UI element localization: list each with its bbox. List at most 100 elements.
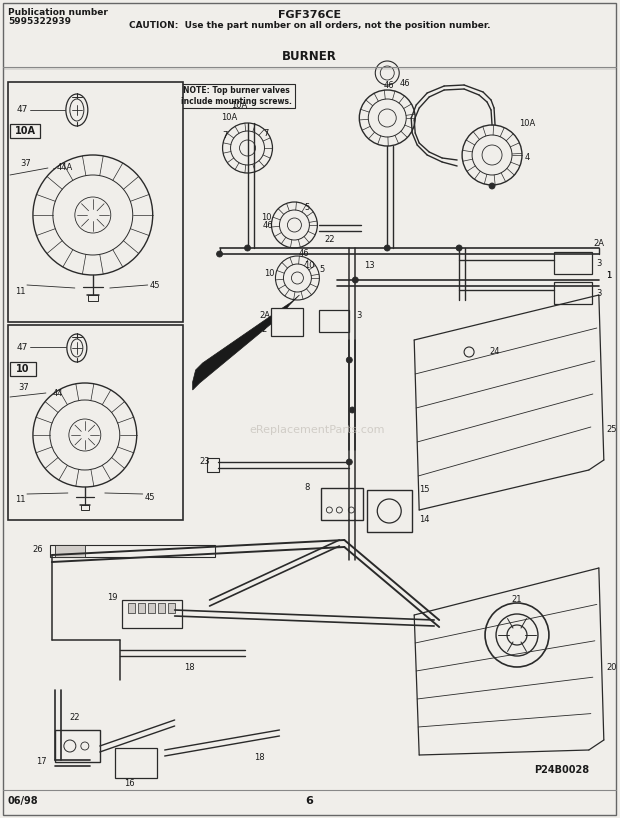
Bar: [50, 545, 215, 557]
Text: 2A: 2A: [259, 312, 270, 321]
Bar: [321, 488, 363, 520]
Text: P24B0028: P24B0028: [534, 765, 589, 775]
Circle shape: [64, 740, 76, 752]
Bar: [55, 545, 85, 557]
Circle shape: [482, 145, 502, 165]
Circle shape: [239, 140, 255, 156]
Circle shape: [50, 400, 120, 470]
Text: 26: 26: [32, 546, 43, 555]
Circle shape: [33, 383, 137, 487]
Text: 4: 4: [525, 152, 529, 161]
Circle shape: [244, 245, 250, 251]
Text: 45: 45: [144, 492, 155, 501]
Bar: [115, 748, 157, 778]
Circle shape: [360, 90, 415, 146]
Circle shape: [291, 272, 303, 284]
Bar: [554, 252, 592, 274]
Text: CAUTION:  Use the part number on all orders, not the position number.: CAUTION: Use the part number on all orde…: [128, 21, 490, 30]
Text: 5: 5: [305, 203, 310, 212]
Text: 24: 24: [489, 348, 500, 357]
Bar: [10, 124, 40, 138]
Text: 22: 22: [324, 236, 335, 245]
Circle shape: [223, 123, 272, 173]
Bar: [138, 603, 144, 613]
Text: 5995322939: 5995322939: [8, 17, 71, 26]
Circle shape: [347, 459, 352, 465]
Circle shape: [485, 603, 549, 667]
Text: BURNER: BURNER: [282, 50, 337, 63]
Circle shape: [280, 210, 309, 240]
Bar: [367, 490, 412, 532]
Ellipse shape: [66, 94, 88, 126]
Text: 37: 37: [18, 384, 29, 393]
Text: 19: 19: [107, 594, 118, 603]
Text: 44: 44: [53, 389, 63, 398]
Circle shape: [75, 197, 111, 233]
Text: 3: 3: [596, 258, 601, 267]
Circle shape: [472, 135, 512, 175]
Ellipse shape: [71, 339, 83, 357]
Text: 45: 45: [149, 281, 160, 290]
Circle shape: [368, 99, 406, 137]
Circle shape: [81, 742, 89, 750]
Circle shape: [288, 218, 301, 232]
Text: 1: 1: [606, 271, 611, 280]
Ellipse shape: [67, 334, 87, 362]
Text: 10A: 10A: [231, 101, 247, 110]
Text: 10: 10: [304, 260, 314, 269]
Text: 11: 11: [15, 495, 25, 504]
Text: 46: 46: [262, 221, 273, 230]
Bar: [206, 458, 219, 472]
Text: 47: 47: [16, 343, 28, 352]
Bar: [8, 325, 183, 520]
Text: 06/98: 06/98: [8, 796, 38, 806]
Text: 10A: 10A: [221, 114, 237, 123]
Circle shape: [507, 625, 527, 645]
Text: eReplacementParts.com: eReplacementParts.com: [250, 425, 385, 435]
Text: 37: 37: [20, 159, 31, 168]
Bar: [81, 505, 89, 510]
Text: NOTE: Top burner valves
include mounting screws.: NOTE: Top burner valves include mounting…: [181, 86, 292, 106]
Text: 46: 46: [384, 80, 394, 89]
Text: 2: 2: [262, 326, 267, 335]
Circle shape: [377, 499, 401, 523]
Circle shape: [69, 419, 101, 451]
Text: 22: 22: [69, 713, 80, 722]
Text: 17: 17: [37, 757, 47, 766]
Circle shape: [336, 507, 342, 513]
Text: 18: 18: [254, 753, 265, 762]
Text: 16: 16: [125, 779, 135, 788]
Text: 47: 47: [16, 106, 28, 115]
Bar: [55, 730, 100, 762]
Circle shape: [231, 131, 265, 165]
Text: 8: 8: [304, 483, 309, 492]
Bar: [319, 310, 349, 332]
Text: 2A: 2A: [593, 239, 604, 248]
Ellipse shape: [70, 99, 84, 121]
Text: 10: 10: [16, 364, 30, 374]
Text: 18: 18: [184, 663, 195, 672]
Text: 44A: 44A: [57, 164, 73, 173]
Circle shape: [378, 109, 396, 127]
Text: 7: 7: [263, 128, 268, 137]
Text: 13: 13: [364, 260, 374, 269]
Text: 10A: 10A: [14, 126, 35, 136]
Bar: [148, 603, 155, 613]
Bar: [554, 282, 592, 304]
Text: 5: 5: [320, 266, 325, 275]
Circle shape: [326, 507, 332, 513]
Circle shape: [462, 125, 522, 185]
Text: 25: 25: [607, 425, 618, 434]
Text: 3: 3: [596, 289, 601, 298]
Circle shape: [349, 407, 355, 413]
Bar: [167, 603, 175, 613]
Circle shape: [456, 245, 462, 251]
Circle shape: [347, 357, 352, 363]
Bar: [272, 308, 303, 336]
Circle shape: [275, 256, 319, 300]
Circle shape: [352, 277, 358, 283]
Text: 46: 46: [299, 249, 310, 258]
Text: 10: 10: [264, 268, 275, 277]
Circle shape: [53, 175, 133, 255]
Circle shape: [375, 61, 399, 85]
